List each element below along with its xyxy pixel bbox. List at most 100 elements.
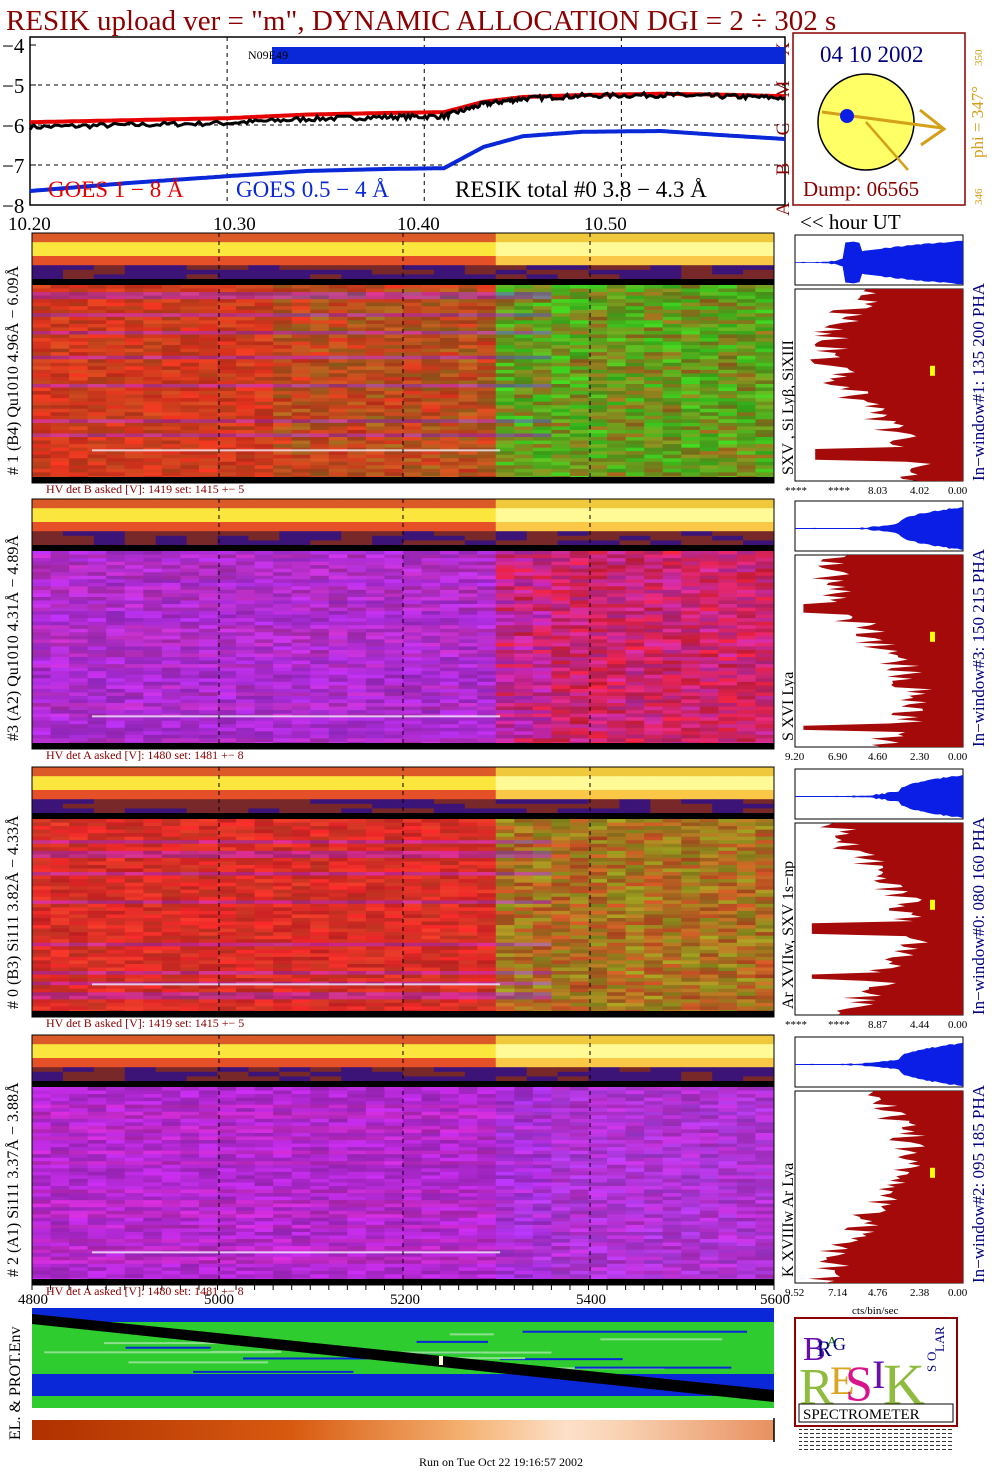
heat-cell	[217, 586, 237, 591]
heat-cell	[532, 575, 552, 580]
heat-cell	[50, 437, 70, 442]
heat-cell	[681, 667, 701, 672]
heat-cell	[124, 465, 144, 470]
band-cell	[248, 526, 280, 532]
heat-cell	[588, 688, 608, 693]
heat-cell	[588, 678, 608, 683]
heat-cell	[328, 394, 348, 399]
heat-cell	[180, 401, 200, 406]
heat-cell	[106, 614, 126, 619]
band-cell	[526, 233, 559, 239]
band-cell	[310, 531, 342, 537]
heat-cell	[69, 306, 89, 311]
heat-cell	[328, 607, 348, 612]
heat-cell	[87, 380, 107, 385]
heat-cell	[440, 454, 460, 459]
heat-cell	[532, 419, 552, 424]
heat-cell	[551, 628, 571, 633]
heat-cell	[180, 366, 200, 371]
heat-cell	[569, 628, 589, 633]
heat-cell	[681, 558, 701, 563]
heat-cell	[421, 419, 441, 424]
heat-cell	[143, 313, 163, 318]
heat-cell	[384, 422, 404, 427]
heat-cell	[32, 572, 52, 577]
heat-cell	[662, 582, 682, 587]
heat-cell	[217, 678, 237, 683]
heat-cell	[384, 738, 404, 743]
heat-cell	[180, 611, 200, 616]
heat-cell	[32, 299, 52, 304]
heat-cell	[273, 710, 293, 715]
heat-cell	[106, 653, 126, 658]
heat-cell	[644, 306, 664, 311]
heat-cell	[143, 465, 163, 470]
heat-cell	[273, 731, 293, 736]
heat-cell	[143, 461, 163, 466]
heat-cell	[495, 394, 515, 399]
heat-cell	[662, 437, 682, 442]
heat-cell	[514, 405, 534, 410]
heat-cell	[532, 621, 552, 626]
heat-cell	[291, 429, 311, 434]
heat-cell	[236, 299, 256, 304]
heat-cell	[421, 688, 441, 693]
heat-cell	[644, 720, 664, 725]
heat-cell	[607, 600, 627, 605]
heat-cell	[69, 685, 89, 690]
heat-cell	[50, 458, 70, 463]
heat-cell	[495, 561, 515, 566]
heat-cell	[551, 710, 571, 715]
heat-cell	[718, 429, 738, 434]
heat-cell	[106, 472, 126, 477]
heat-cell	[254, 316, 274, 321]
heat-cell	[217, 415, 237, 420]
heat-cell	[291, 391, 311, 396]
heat-cell	[106, 568, 126, 573]
band-cell	[217, 535, 249, 541]
heat-cell	[347, 607, 367, 612]
heat-cell	[310, 316, 330, 321]
heat-cell	[198, 440, 218, 445]
heat-cell	[291, 551, 311, 556]
heat-cell	[236, 306, 256, 311]
heat-cell	[143, 554, 163, 559]
heat-cell	[347, 330, 367, 335]
heat-cell	[198, 376, 218, 381]
heat-cell	[551, 345, 571, 350]
heat-cell	[458, 717, 478, 722]
band-cell	[681, 237, 713, 243]
band-cell	[650, 512, 682, 518]
heat-cell	[477, 639, 497, 644]
heat-cell	[644, 472, 664, 477]
heat-cell	[477, 472, 497, 477]
heat-cell	[495, 341, 515, 346]
heat-cell	[569, 376, 589, 381]
heat-cell	[87, 628, 107, 633]
heat-cell	[124, 419, 144, 424]
heat-cell	[736, 426, 756, 431]
heat-cell	[588, 429, 608, 434]
heat-cell	[403, 607, 423, 612]
heat-cell	[236, 568, 256, 573]
heat-cell	[32, 327, 52, 332]
heat-cell	[607, 394, 627, 399]
heat-cell	[143, 614, 163, 619]
heat-cell	[662, 734, 682, 739]
band-cell	[32, 269, 64, 275]
heat-cell	[87, 695, 107, 700]
heat-cell	[440, 299, 460, 304]
heat-cell	[124, 437, 144, 442]
heat-cell	[755, 408, 775, 413]
heat-cell	[143, 703, 163, 708]
heat-cell	[50, 692, 70, 697]
heat-cell	[106, 632, 126, 637]
heat-cell	[440, 408, 460, 413]
heat-cell	[143, 412, 163, 417]
heat-cell	[699, 415, 719, 420]
heat-cell	[106, 607, 126, 612]
heat-cell	[180, 575, 200, 580]
phi-scale-bottom: 346	[973, 188, 985, 205]
heat-cell	[699, 401, 719, 406]
heat-cell	[718, 646, 738, 651]
